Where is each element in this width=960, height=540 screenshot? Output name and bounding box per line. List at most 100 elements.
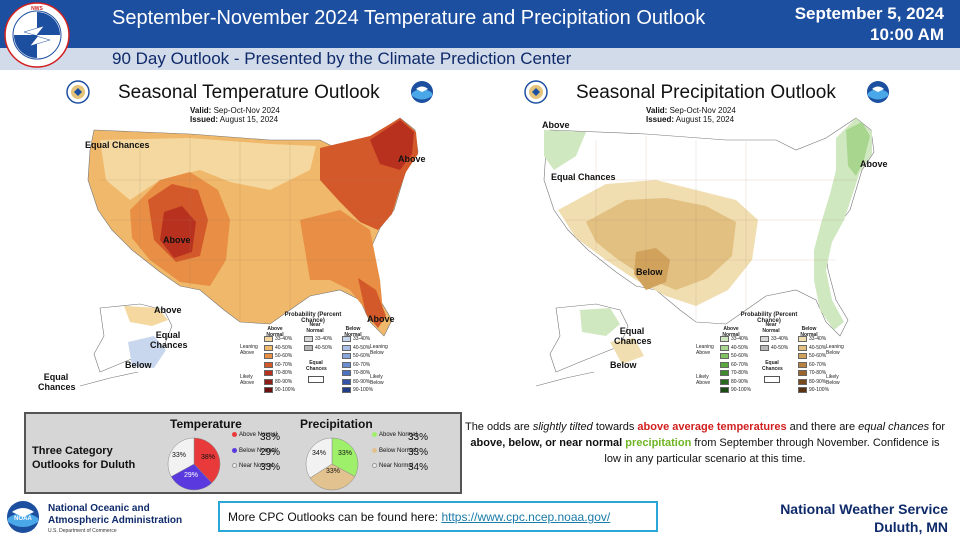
temp-pie-slice-near: [167, 437, 195, 477]
noaa-logo: NOAA: [7, 501, 39, 533]
nws-logo: NWS: [4, 2, 70, 68]
temp-legend-likely-above: Likely Above: [240, 374, 255, 386]
temp-legend-leaning-above: Leaning Above: [240, 344, 258, 356]
temp-legend-ec-swatch: [308, 376, 324, 383]
precip-key-below-text: Below Normal: [379, 448, 417, 454]
temp-legend-swatch-below: [342, 344, 351, 351]
precip-label-equal-chances-ak: Equal Chances: [614, 326, 652, 346]
temp-legend-swatch-below-label: 80-90%: [353, 378, 371, 385]
precip-slice-below-label: 33%: [326, 468, 341, 475]
temp-legend-swatch-near-label: 33-40%: [315, 336, 333, 342]
precip-legend-swatch-below: [798, 353, 807, 359]
temp-slice-below-label: 29%: [184, 472, 199, 479]
precip-legend-col-near: Near Normal: [762, 322, 780, 334]
cpc-link-prefix: More CPC Outlooks can be found here:: [228, 510, 442, 524]
precip-label-above-e: Above: [860, 159, 888, 169]
temp-legend-swatch-below-label: 40-50%: [353, 344, 371, 351]
precip-legend-swatch-below-label: 50-60%: [809, 353, 827, 359]
precip-below-pct: 33%: [408, 447, 429, 458]
statement-highlight-temperature: above average temperatures: [637, 421, 787, 433]
svg-text:NOAA: NOAA: [14, 516, 32, 522]
temperature-valid: Valid: Sep-Oct-Nov 2024 Issued: August 1…: [190, 106, 280, 124]
precip-legend-swatch-below-label: 90-100%: [809, 387, 830, 393]
precip-legend-swatch-above: [720, 370, 729, 376]
precip-legend-likely-below: Likely Below: [826, 374, 840, 386]
precip-key-below-dot: [372, 448, 377, 453]
precip-pie-slice-below: [309, 463, 356, 491]
precip-issued-value: August 15, 2024: [675, 115, 735, 124]
precipitation-pie-chart: [305, 437, 359, 491]
precip-legend-equal-chances: Equal Chances: [762, 360, 783, 372]
temp-label-above-ak: Above: [154, 305, 182, 315]
temp-legend-col-near: Near Normal: [306, 322, 324, 334]
precip-legend-col-above: Above Normal: [722, 326, 740, 338]
temp-above-pct: 38%: [260, 432, 281, 443]
temp-legend-swatch-near-label: 40-50%: [315, 344, 333, 351]
precip-key-below: Below Normal: [372, 448, 416, 454]
temp-key-near-text: Near Normal: [239, 463, 274, 469]
temp-legend-swatch-above: [264, 361, 273, 368]
precip-legend-swatch-near: [760, 344, 769, 351]
temp-label-below-ak: Below: [125, 360, 152, 370]
noaa-name-line2: Atmospheric Administration: [48, 515, 183, 526]
precip-label-above-nw: Above: [542, 120, 570, 130]
temp-legend-col-above: Above Normal: [266, 326, 284, 338]
temp-valid-label: Valid:: [190, 106, 212, 115]
temp-key-near-dot: [232, 463, 237, 468]
temp-legend-swatch-near: [304, 344, 313, 351]
temp-legend-swatch-below: [342, 353, 351, 359]
temp-legend-swatch-below-label: 60-70%: [353, 361, 371, 368]
precip-legend-swatch-above-label: 40-50%: [731, 344, 749, 351]
precip-pie-slice-near: [305, 437, 333, 479]
precip-legend-swatch-above-label: 90-100%: [731, 387, 752, 393]
precip-legend-swatch-above-label: 33-40%: [731, 336, 749, 342]
nws-office: National Weather Service Duluth, MN: [780, 500, 948, 536]
statement-text: and there are: [786, 421, 859, 433]
cpc-link-box: More CPC Outlooks can be found here: htt…: [218, 501, 658, 532]
temperature-pie-chart: [167, 437, 221, 491]
precip-slice-above-label: 33%: [338, 450, 353, 457]
noaa-seal-icon: [867, 81, 889, 103]
temp-key-below: Below Normal: [232, 448, 276, 454]
temp-legend-swatch-above: [264, 378, 273, 385]
doc-seal-icon: [524, 80, 548, 104]
precip-legend-swatch-below-label: 60-70%: [809, 361, 827, 368]
svg-text:NWS: NWS: [31, 6, 43, 12]
precip-legend-swatch-near-label: 33-40%: [771, 336, 789, 342]
temp-legend-swatch-above-label: 33-40%: [275, 336, 293, 342]
temp-label-above-ne: Above: [398, 154, 426, 164]
cpc-link[interactable]: https://www.cpc.ncep.noaa.gov/: [441, 510, 611, 524]
temp-issued-label: Issued:: [190, 115, 219, 124]
precip-legend-swatch-above: [720, 353, 729, 359]
outlook-statement: The odds are slightly tilted towards abo…: [462, 419, 948, 467]
temp-legend-equal-chances: Equal Chances: [306, 360, 327, 372]
temp-legend-swatch-above: [264, 353, 273, 359]
precip-valid-value: Sep-Oct-Nov 2024: [669, 106, 736, 115]
temp-key-near: Near Normal: [232, 463, 273, 469]
precip-legend-swatch-above: [720, 344, 729, 351]
temp-legend-swatch-below: [342, 336, 351, 342]
precip-legend-leaning-above: Leaning Above: [696, 344, 714, 356]
statement-emphasis: equal chances: [858, 421, 930, 433]
precip-legend-swatch-near-label: 40-50%: [771, 344, 789, 351]
temp-legend-swatch-below-label: 70-80%: [353, 370, 371, 376]
precip-slice-near-label: 34%: [312, 450, 327, 457]
subheader-bar: 90 Day Outlook - Presented by the Climat…: [0, 48, 960, 70]
temp-label-equal-chances-ak2: Equal Chances: [38, 372, 76, 392]
doc-seal-icon: [66, 80, 90, 104]
temp-legend-swatch-above-label: 90-100%: [275, 387, 296, 393]
statement-highlight-precipitation: precipitation: [625, 437, 692, 449]
precip-legend-col-below: Below Normal: [800, 326, 818, 338]
duluth-label-line1: Three Category: [32, 445, 113, 457]
precip-key-above-text: Above Normal: [379, 432, 418, 438]
statement-bold: above, below, or near normal: [470, 437, 623, 449]
header-bar: September-November 2024 Temperature and …: [0, 0, 960, 48]
duluth-temperature-title: Temperature: [170, 417, 242, 431]
precip-legend-swatch-above-label: 60-70%: [731, 361, 749, 368]
precip-legend-swatch-above: [720, 336, 729, 342]
temp-legend-swatch-near: [304, 336, 313, 342]
issue-time: 10:00 AM: [869, 25, 944, 44]
temp-legend-swatch-above: [264, 336, 273, 342]
precip-legend-swatch-below: [798, 344, 807, 351]
precip-label-below-ak: Below: [610, 360, 637, 370]
